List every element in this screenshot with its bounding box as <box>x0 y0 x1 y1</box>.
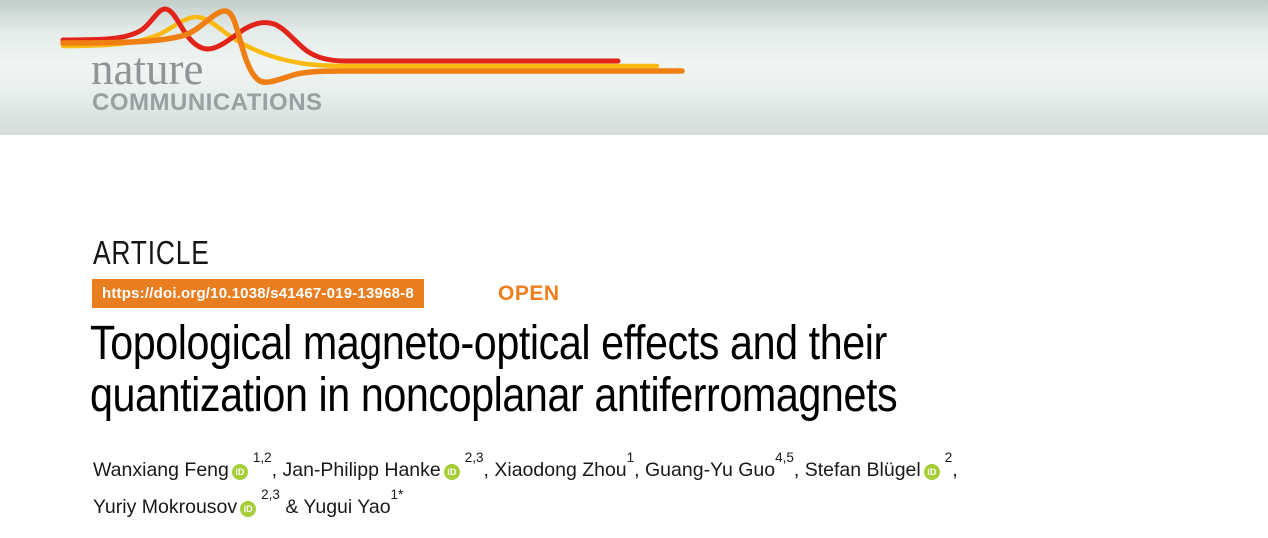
orcid-icon[interactable]: iD <box>231 464 248 480</box>
orcid-icon[interactable]: iD <box>240 501 257 517</box>
author-name: Yuriy Mokrousov <box>93 496 238 518</box>
author-line-1: Wanxiang Feng iD1,2, Jan-Philipp Hanke iD2… <box>93 449 1173 489</box>
author-name: Stefan Blügel <box>804 459 921 481</box>
author-affiliations: 1,2 <box>252 449 272 465</box>
article-title-line1: Topological magneto-optical effects and … <box>90 317 887 370</box>
open-access-badge: OPEN <box>498 282 560 305</box>
journal-name: nature <box>91 44 204 94</box>
author-name: Wanxiang Feng <box>93 459 229 481</box>
author-name: Xiaodong Zhou <box>494 459 627 481</box>
author-list: Wanxiang Feng iD1,2, Jan-Philipp Hanke iD2… <box>93 449 1173 526</box>
author-name: Guang-Yu Guo <box>645 459 776 481</box>
article-title: Topological magneto-optical effects and … <box>90 318 1180 422</box>
author-affiliations: 1* <box>390 486 404 502</box>
author-separator: & <box>279 496 304 518</box>
author-separator: , <box>483 459 495 481</box>
doi-link-badge[interactable]: https://doi.org/10.1038/s41467-019-13968… <box>92 279 424 308</box>
nature-ribbon-logo-graphic <box>60 6 685 85</box>
author-separator: , <box>793 459 805 481</box>
author-name: Jan-Philipp Hanke <box>282 459 441 481</box>
article-title-line2: quantization in noncoplanar antiferromag… <box>90 369 898 422</box>
journal-banner: nature COMMUNICATIONS <box>0 0 1268 135</box>
author-separator: , <box>952 459 958 481</box>
author-affiliations: 2 <box>944 449 953 465</box>
orcid-icon[interactable]: iD <box>923 464 940 480</box>
author-separator: , <box>271 459 283 481</box>
author-affiliations: 2,3 <box>464 449 484 465</box>
journal-subtitle: COMMUNICATIONS <box>92 89 323 116</box>
author-name: Yugui Yao <box>303 496 391 518</box>
author-affiliations: 2,3 <box>261 486 280 502</box>
author-affiliations: 1 <box>626 449 635 465</box>
orcid-icon[interactable]: iD <box>443 464 460 480</box>
author-affiliations: 4,5 <box>775 449 794 465</box>
author-line-2: Yuriy Mokrousov iD2,3 & Yugui Yao1* <box>93 486 1173 526</box>
article-kicker: ARTICLE <box>93 234 210 271</box>
author-separator: , <box>634 459 646 481</box>
